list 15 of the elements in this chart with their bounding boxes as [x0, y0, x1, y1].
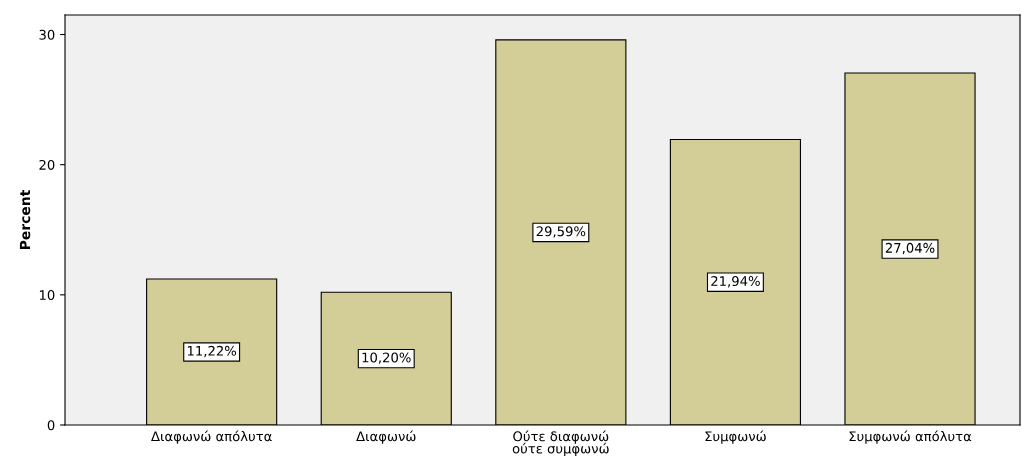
- y-tick-label: 20: [39, 159, 55, 170]
- x-tick-label: Συμφωνώ: [705, 430, 766, 444]
- data-label: 11,22%: [187, 345, 237, 358]
- x-tick-label: Διαφωνώ: [356, 430, 416, 444]
- y-tick-label: 10: [39, 290, 55, 301]
- y-axis-title: Percent: [19, 190, 31, 250]
- y-tick-label: 30: [39, 29, 55, 40]
- x-tick-label: Διαφωνώ απόλυτα: [151, 430, 272, 444]
- x-tick-label: Συμφωνώ απόλυτα: [849, 430, 972, 444]
- x-tick-label: Ούτε διαφωνώ ούτε συμφωνώ: [512, 430, 609, 457]
- data-label: 29,59%: [536, 226, 586, 238]
- y-tick-label: 0: [47, 420, 55, 431]
- data-label: 27,04%: [885, 242, 935, 255]
- data-label: 10,20%: [362, 352, 411, 364]
- data-label: 21,94%: [711, 276, 760, 288]
